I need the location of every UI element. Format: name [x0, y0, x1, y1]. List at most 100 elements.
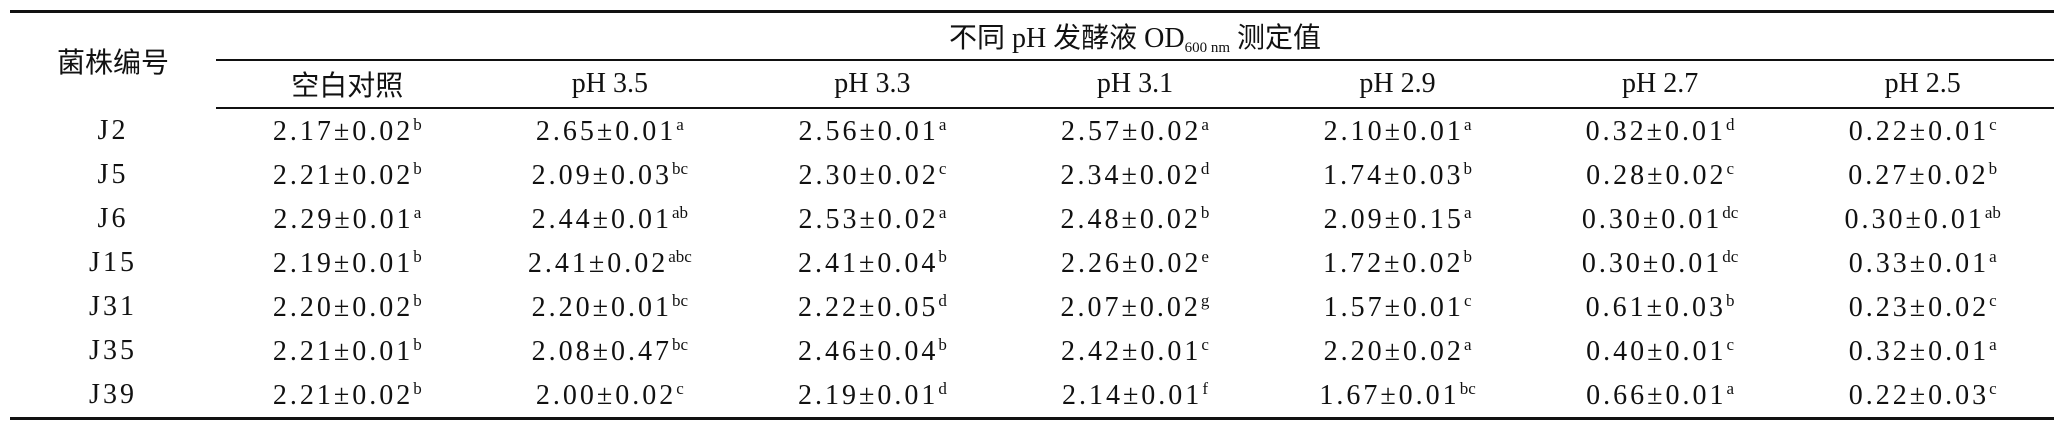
column-header: pH 3.1 [1003, 60, 1267, 109]
significance-letter: c [938, 158, 947, 178]
table-row: J6 2.29±0.01a 2.44±0.01ab 2.53±0.02a 2.48±0.… [10, 197, 2054, 241]
significance-letter: d [938, 290, 947, 310]
cell-value: 2.44±0.01 [531, 203, 672, 235]
cell-value: 0.22±0.01 [1848, 115, 1990, 147]
significance-letter: a [1463, 114, 1472, 134]
value-cell: 2.41±0.04b [741, 241, 1004, 285]
table-row: J15 2.19±0.01b 2.41±0.02abc 2.41±0.04b 2.26±… [10, 241, 2054, 285]
value-cell: 2.19±0.01d [741, 373, 1004, 420]
cell-value: 0.61±0.03 [1585, 291, 1727, 323]
strain-cell: J31 [89, 291, 137, 322]
value-cell: 2.21±0.01b [216, 329, 479, 373]
table-body: J2 2.17±0.02b 2.65±0.01a 2.56±0.01a 2.57±0.0… [10, 108, 2054, 420]
significance-letter: a [1989, 246, 1997, 266]
cell-value: 0.23±0.02 [1848, 291, 1990, 323]
significance-letter: d [1726, 114, 1735, 134]
cell-value: 2.21±0.01 [272, 335, 414, 367]
strain-cell: J39 [10, 373, 216, 420]
strain-cell: J15 [89, 247, 137, 278]
cell-value: 2.08±0.47 [531, 335, 672, 367]
cell-value: 2.53±0.02 [798, 203, 939, 235]
cell-value: 2.19±0.01 [797, 379, 939, 411]
significance-letter: b [413, 246, 422, 266]
value-cell: 0.32±0.01d [1529, 108, 1792, 153]
significance-letter: a [413, 202, 422, 222]
value-cell: 2.46±0.04b [741, 329, 1004, 373]
significance-letter: a [1463, 334, 1472, 354]
cell-value: 1.57±0.01 [1323, 291, 1464, 323]
significance-letter: bc [672, 158, 689, 178]
title-end: 测定值 [1237, 22, 1322, 54]
cell-value: 2.57±0.02 [1061, 115, 1202, 147]
significance-letter: b [413, 114, 422, 134]
value-cell: 2.29±0.01a [216, 197, 479, 241]
value-cell: 2.41±0.02abc [479, 241, 742, 285]
significance-letter: bc [672, 334, 689, 354]
significance-letter: e [1201, 246, 1209, 266]
significance-letter: bc [672, 290, 689, 310]
significance-letter: dc [1722, 246, 1739, 266]
table-header: 菌株编号 不同 pH 发酵液 OD600 nm 测定值 空白对照 pH 3.5 pH… [10, 10, 2054, 109]
significance-letter: a [938, 202, 947, 222]
cell-value: 0.28±0.02 [1586, 159, 1727, 191]
significance-letter: b [413, 158, 422, 178]
value-cell: 2.22±0.05d [741, 285, 1004, 329]
cell-value: 2.20±0.02 [272, 291, 414, 323]
value-cell: 2.53±0.02a [741, 197, 1004, 241]
significance-letter: c [1989, 290, 1997, 310]
value-cell: 2.65±0.01a [479, 108, 742, 153]
significance-letter: b [413, 290, 422, 310]
cell-value: 2.22±0.05 [797, 291, 939, 323]
cell-value: 2.41±0.04 [797, 247, 939, 279]
value-cell: 0.30±0.01dc [1529, 197, 1792, 241]
strain-header: 菌株编号 [10, 10, 216, 108]
significance-letter: g [1200, 290, 1210, 310]
value-cell: 1.67±0.01bc [1266, 373, 1529, 420]
significance-letter: c [1726, 158, 1735, 178]
value-cell: 0.23±0.02c [1791, 285, 2054, 329]
cell-value: 0.30±0.01 [1581, 203, 1723, 235]
significance-letter: bc [1459, 378, 1476, 398]
significance-letter: c [1726, 334, 1735, 354]
column-header: pH 3.3 [741, 60, 1004, 109]
cell-value: 0.22±0.03 [1848, 379, 1990, 411]
significance-letter: b [413, 378, 422, 398]
value-cell: 2.57±0.02a [1004, 108, 1267, 153]
cell-value: 2.46±0.04 [797, 335, 939, 367]
significance-letter: b [1726, 290, 1735, 310]
cell-value: 2.42±0.01 [1061, 335, 1202, 367]
significance-letter: d [938, 378, 947, 398]
cell-value: 2.17±0.02 [272, 115, 414, 147]
cell-value: 2.20±0.02 [1323, 335, 1464, 367]
cell-value: 2.41±0.02 [527, 247, 669, 279]
significance-letter: ab [1984, 202, 2001, 222]
value-cell: 2.09±0.03bc [479, 153, 742, 197]
value-cell: 2.20±0.02b [216, 285, 479, 329]
value-cell: 2.08±0.47bc [479, 329, 742, 373]
column-header: pH 3.5 [478, 60, 742, 109]
value-cell: 2.09±0.15a [1266, 197, 1529, 241]
value-cell: 1.57±0.01c [1266, 285, 1529, 329]
cell-value: 0.32±0.01 [1585, 115, 1727, 147]
column-header: pH 2.9 [1266, 60, 1529, 109]
significance-letter: d [1200, 158, 1210, 178]
value-cell: 2.56±0.01a [741, 108, 1004, 153]
value-cell: 2.26±0.02e [1004, 241, 1267, 285]
cell-value: 1.67±0.01 [1319, 379, 1460, 411]
significance-letter: ab [672, 202, 689, 222]
cell-value: 2.20±0.01 [531, 291, 672, 323]
cell-value: 0.66±0.01 [1586, 379, 1727, 411]
value-cell: 2.20±0.01bc [479, 285, 742, 329]
value-cell: 0.33±0.01a [1791, 241, 2054, 285]
significance-letter: f [1202, 378, 1208, 398]
value-cell: 2.42±0.01c [1004, 329, 1267, 373]
value-cell: 1.72±0.02b [1266, 241, 1529, 285]
column-header: pH 2.7 [1528, 60, 1792, 109]
strain-cell: J6 [97, 203, 129, 234]
value-cell: 2.00±0.02c [478, 373, 742, 420]
value-cell: 2.14±0.01f [1003, 373, 1267, 420]
cell-value: 2.09±0.15 [1323, 203, 1464, 235]
table-container: 菌株编号 不同 pH 发酵液 OD600 nm 测定值 空白对照 pH 3.5 pH… [10, 10, 2054, 420]
column-header: 空白对照 [216, 60, 479, 109]
